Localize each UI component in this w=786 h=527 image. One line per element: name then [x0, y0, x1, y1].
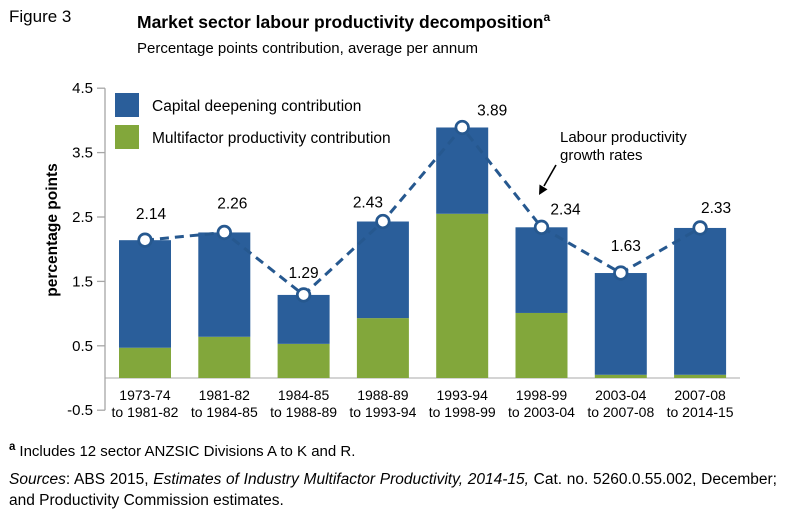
x-label-6-line2: to 2007-08: [587, 404, 654, 420]
x-label-7-line1: 2007-08: [674, 387, 726, 403]
y-tick-label: 4.5: [72, 80, 93, 97]
lp-marker-6: [613, 265, 629, 281]
bar-mfp-1: [198, 336, 251, 378]
x-label-0-line1: 1973-74: [119, 387, 171, 403]
y-tick-label: 1.5: [72, 273, 93, 290]
bar-mfp-2: [277, 343, 330, 378]
lp-marker-2: [295, 287, 312, 303]
sources-mid: : ABS 2015,: [65, 471, 154, 488]
x-label-2-line2: to 1988-89: [270, 404, 337, 420]
bar-capital-0: [119, 240, 171, 348]
sources-label: Sources: [9, 471, 66, 488]
sources-end: Cat. no. 5260.0.55.002, December; and Pr…: [9, 471, 777, 509]
x-label-7-line2: to 2014-15: [667, 404, 734, 420]
y-tick-label: 3.5: [72, 145, 93, 162]
y-tick-label: 0.5: [72, 338, 93, 355]
footnote-a-marker: a: [9, 441, 16, 453]
data-label-2: 1.29: [289, 265, 319, 282]
x-label-2-line1: 1984-85: [278, 387, 330, 403]
bar-mfp-0: [119, 347, 171, 378]
x-label-1-line1: 1981-82: [199, 387, 251, 403]
chart-title-text: Market sector labour productivity decomp…: [137, 11, 544, 32]
lp-marker-0: [137, 232, 153, 248]
bar-capital-2: [277, 294, 330, 344]
bar-capital-1: [198, 232, 251, 337]
bar-capital-4: [436, 127, 489, 214]
bar-capital-5: [515, 227, 568, 313]
data-label-0: 2.14: [136, 206, 167, 223]
x-label-0-line2: to 1981-82: [112, 404, 179, 420]
sources-note: Sources: ABS 2015, Estimates of Industry…: [9, 469, 777, 511]
lp-growth-line: [144, 125, 701, 297]
figure-label: Figure 3: [9, 7, 72, 26]
annotation-arrow-line: [543, 164, 557, 187]
annotation-line-1: Labour productivity: [560, 129, 687, 146]
y-tick-label: 2.5: [72, 209, 93, 226]
lp-marker-5: [533, 219, 550, 235]
x-label-3-line2: to 1993-94: [349, 404, 416, 420]
footnote-a-text: Includes 12 sector ANZSIC Divisions A to…: [19, 443, 356, 460]
footnotes: a Includes 12 sector ANZSIC Divisions A t…: [9, 441, 777, 511]
data-label-6: 1.63: [611, 238, 641, 255]
bar-mfp-4: [436, 213, 489, 378]
chart-subtitle: Percentage points contribution, average …: [137, 39, 479, 57]
chart-title: Market sector labour productivity decomp…: [137, 6, 786, 33]
bar-mfp-3: [356, 318, 409, 378]
x-label-3-line1: 1988-89: [357, 387, 409, 403]
lp-marker-1: [216, 224, 232, 241]
x-label-6-line1: 2003-04: [595, 387, 647, 403]
figure-header: Figure 3 Market sector labour productivi…: [0, 6, 786, 57]
legend-label-mfp: Multifactor productivity contribution: [152, 130, 391, 147]
title-block: Market sector labour productivity decomp…: [137, 6, 786, 57]
legend: Capital deepening contribution Multifact…: [115, 93, 391, 149]
bar-mfp-7: [674, 374, 727, 378]
x-label-5-line1: 1998-99: [516, 387, 568, 403]
data-label-4: 3.89: [477, 102, 507, 119]
data-label-3: 2.43: [353, 195, 383, 212]
y-axis-title: percentage points: [44, 163, 61, 297]
bar-mfp-5: [515, 312, 568, 378]
title-footnote-marker: a: [543, 10, 551, 24]
lp-marker-3: [375, 213, 391, 230]
data-label-5: 2.34: [550, 201, 581, 218]
data-label-1: 2.26: [217, 195, 247, 212]
footnote-a: a Includes 12 sector ANZSIC Divisions A t…: [9, 441, 777, 460]
legend-swatch-mfp: [115, 125, 139, 149]
x-label-1-line2: to 1984-85: [191, 404, 258, 420]
lp-marker-4: [454, 119, 470, 136]
x-label-4-line1: 1993-94: [437, 387, 489, 403]
annotation-line-2: growth rates: [560, 147, 643, 164]
productivity-chart: 4.5 3.5 2.5 1.5 0.5 -0.5 2.14 2.26 1.29 2.43 3.89 2…: [44, 80, 740, 420]
legend-label-capital: Capital deepening contribution: [152, 98, 361, 115]
x-label-4-line2: to 1998-99: [429, 404, 496, 420]
bar-mfp-6: [594, 374, 647, 378]
sources-publication: Estimates of Industry Multifactor Produc…: [153, 471, 529, 488]
bar-capital-6: [594, 273, 647, 375]
annotation-arrowhead: [539, 184, 548, 195]
line-annotation: Labour productivity growth rates: [539, 129, 687, 195]
lp-marker-7: [692, 220, 708, 236]
bar-capital-7: [674, 227, 727, 375]
x-label-5-line2: to 2003-04: [508, 404, 575, 420]
data-label-7: 2.33: [701, 200, 731, 217]
legend-swatch-capital: [115, 93, 139, 117]
bar-capital-3: [356, 221, 409, 319]
y-tick-label: -0.5: [67, 402, 93, 419]
